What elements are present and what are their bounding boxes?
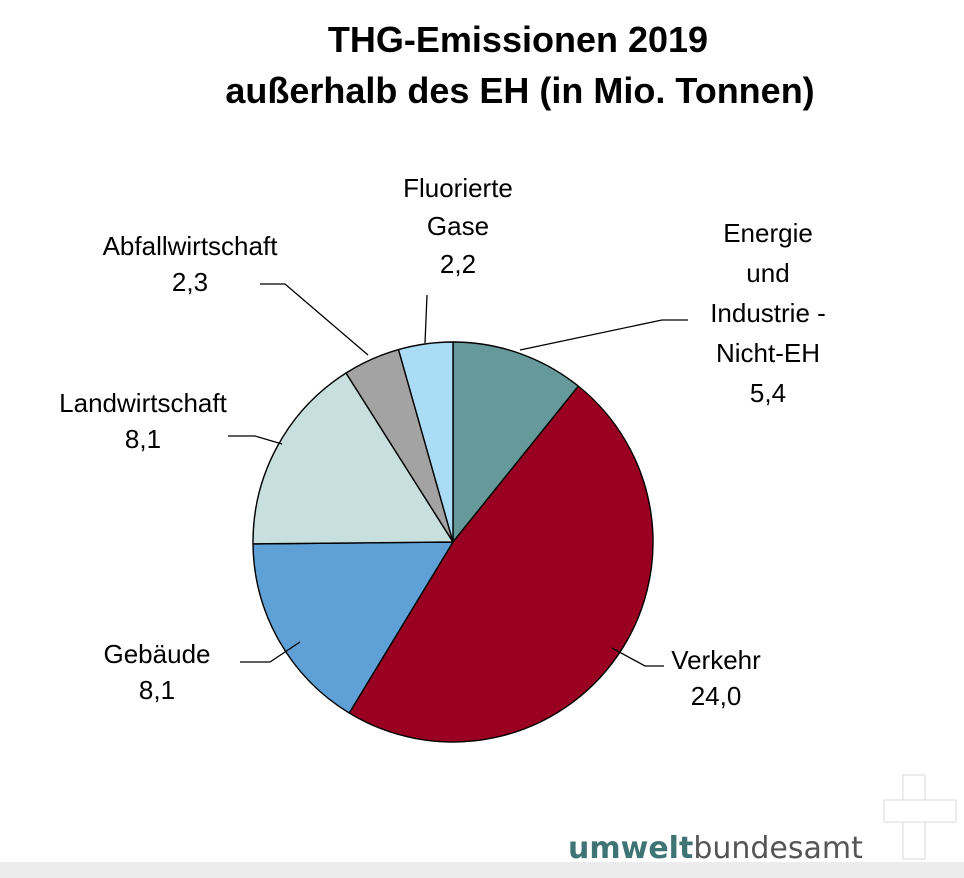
chart-title: THG-Emissionen 2019 außerhalb des EH (in… — [225, 19, 814, 111]
leader-line-6 — [424, 294, 428, 344]
slice-name-label-3: Gebäude — [104, 639, 211, 669]
pie-slice-3 — [252, 541, 454, 714]
leader-line-5 — [260, 283, 369, 356]
logo-text-umwelt: umwelt — [568, 831, 693, 866]
umweltbundesamt-logo: umweltbundesamt — [568, 818, 922, 866]
slice-name-label-4: Landwirtschaft — [59, 388, 227, 418]
slice-value-label-4: 8,1 — [125, 424, 161, 454]
slice-labels: Energie und Industrie - Nicht-EH 5,4 Verkehr 2… — [59, 173, 826, 711]
leader-line-2 — [611, 647, 664, 667]
logo-text-bundesamt: bundesamt — [693, 831, 863, 866]
slice-name-label-6: Gase — [427, 211, 489, 241]
pie-slice-1 — [452, 341, 580, 543]
slice-name-label-1: und — [746, 258, 789, 288]
bottom-border — [0, 862, 964, 878]
slice-name-label-2: Verkehr — [671, 645, 761, 675]
leader-line-3 — [240, 641, 301, 663]
slice-name-label-1: Nicht-EH — [716, 338, 820, 368]
slice-value-label-1: 5,4 — [750, 378, 786, 408]
slice-name-label-5: Abfallwirtschaft — [103, 231, 279, 261]
pie-slice-4 — [252, 372, 454, 545]
svg-text:umweltbundesamt: umweltbundesamt — [568, 831, 863, 866]
slice-value-label-6: 2,2 — [440, 249, 476, 279]
slice-name-label-1: Energie — [723, 218, 813, 248]
pie-slice-6 — [397, 341, 454, 543]
slice-value-label-3: 8,1 — [139, 675, 175, 705]
chart-title-line-1: THG-Emissionen 2019 — [328, 19, 708, 60]
chart-title-line-2: außerhalb des EH (in Mio. Tonnen) — [225, 70, 814, 111]
pie-slices — [252, 341, 654, 743]
slice-value-label-2: 24,0 — [691, 681, 742, 711]
slice-name-label-6: Fluorierte — [403, 173, 513, 203]
leader-lines — [228, 283, 688, 667]
leader-line-4 — [228, 435, 283, 445]
slice-name-label-1: Industrie - — [710, 298, 826, 328]
pie-slice-2 — [348, 385, 654, 743]
leader-line-1 — [519, 319, 688, 351]
slice-value-label-5: 2,3 — [172, 267, 208, 297]
plus-icon — [883, 774, 957, 860]
